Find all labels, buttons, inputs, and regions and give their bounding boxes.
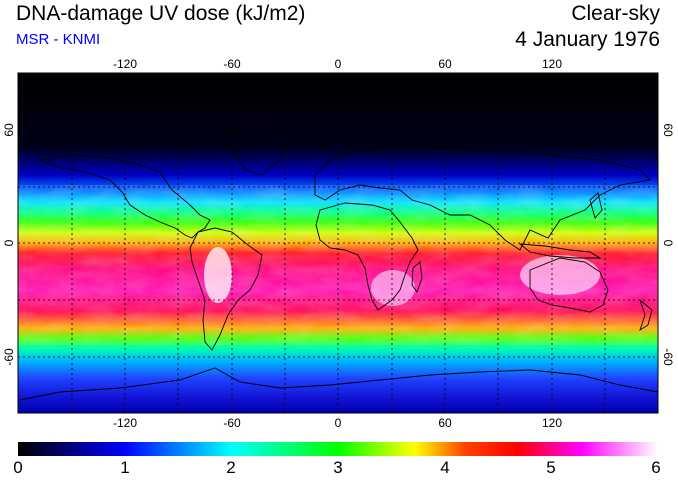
map-frame [15, 70, 661, 416]
high-dose-patch-australia [520, 255, 600, 295]
colorbar [18, 442, 658, 456]
colorbar-tick-label: 4 [440, 458, 450, 477]
sky-condition-label: Clear-sky [571, 2, 660, 25]
colorbar-tick-label: 1 [120, 458, 130, 477]
colorbar-tick-label: 6 [651, 458, 661, 477]
map-title: DNA-damage UV dose (kJ/m2) [16, 2, 306, 25]
coastlines [19, 124, 659, 401]
lon-label: 60 [438, 57, 452, 71]
lon-label: -120 [113, 416, 137, 430]
coastline-australia [529, 257, 609, 313]
lat-label: 0 [2, 239, 16, 246]
lon-labels-top: -120 -60 0 60 120 [113, 57, 562, 71]
lat-label: -60 [2, 348, 16, 366]
lon-label: 120 [542, 57, 562, 71]
high-dose-patch-south-america [204, 247, 232, 303]
coastline-europe-asia [314, 144, 651, 251]
date-label: 4 January 1976 [515, 28, 660, 51]
colorbar-tick-label: 2 [226, 458, 236, 477]
coastline-indonesia [518, 243, 602, 259]
source-label: MSR - KNMI [16, 31, 101, 48]
coastline-south-america [189, 227, 263, 351]
colorbar-tick-label: 5 [546, 458, 556, 477]
coastline-japan [589, 192, 603, 219]
colorbar-tick-label: 0 [13, 458, 23, 477]
lon-label: 0 [335, 416, 342, 430]
lat-labels-right: 60 0 -60 [661, 123, 675, 366]
lon-labels-bottom: -120 -60 0 60 120 [113, 416, 562, 430]
lat-label: 60 [661, 123, 675, 137]
coastline-antarctica [19, 367, 659, 401]
frame-border-segments [15, 70, 661, 416]
coastline-madagascar [411, 261, 423, 293]
gridlines [18, 73, 658, 413]
lon-label: -60 [223, 57, 241, 71]
lat-label: 60 [2, 123, 16, 137]
lon-label: -60 [223, 416, 241, 430]
coastline-north-america [38, 154, 211, 239]
coastline-new-zealand [639, 298, 653, 332]
coastline-greenland [224, 124, 291, 176]
lon-label: 0 [335, 57, 342, 71]
uv-dose-world-map: -120 -60 0 60 120 -120 -60 0 60 120 60 0… [2, 57, 675, 430]
lon-label: 120 [542, 416, 562, 430]
lat-label: 0 [661, 240, 675, 247]
high-dose-patch-africa [371, 270, 415, 306]
lon-label: 60 [438, 416, 452, 430]
lat-labels-left: 60 0 -60 [2, 123, 16, 366]
lat-label: -60 [661, 348, 675, 366]
colorbar-tick-label: 3 [333, 458, 343, 477]
lon-label: -120 [113, 57, 137, 71]
